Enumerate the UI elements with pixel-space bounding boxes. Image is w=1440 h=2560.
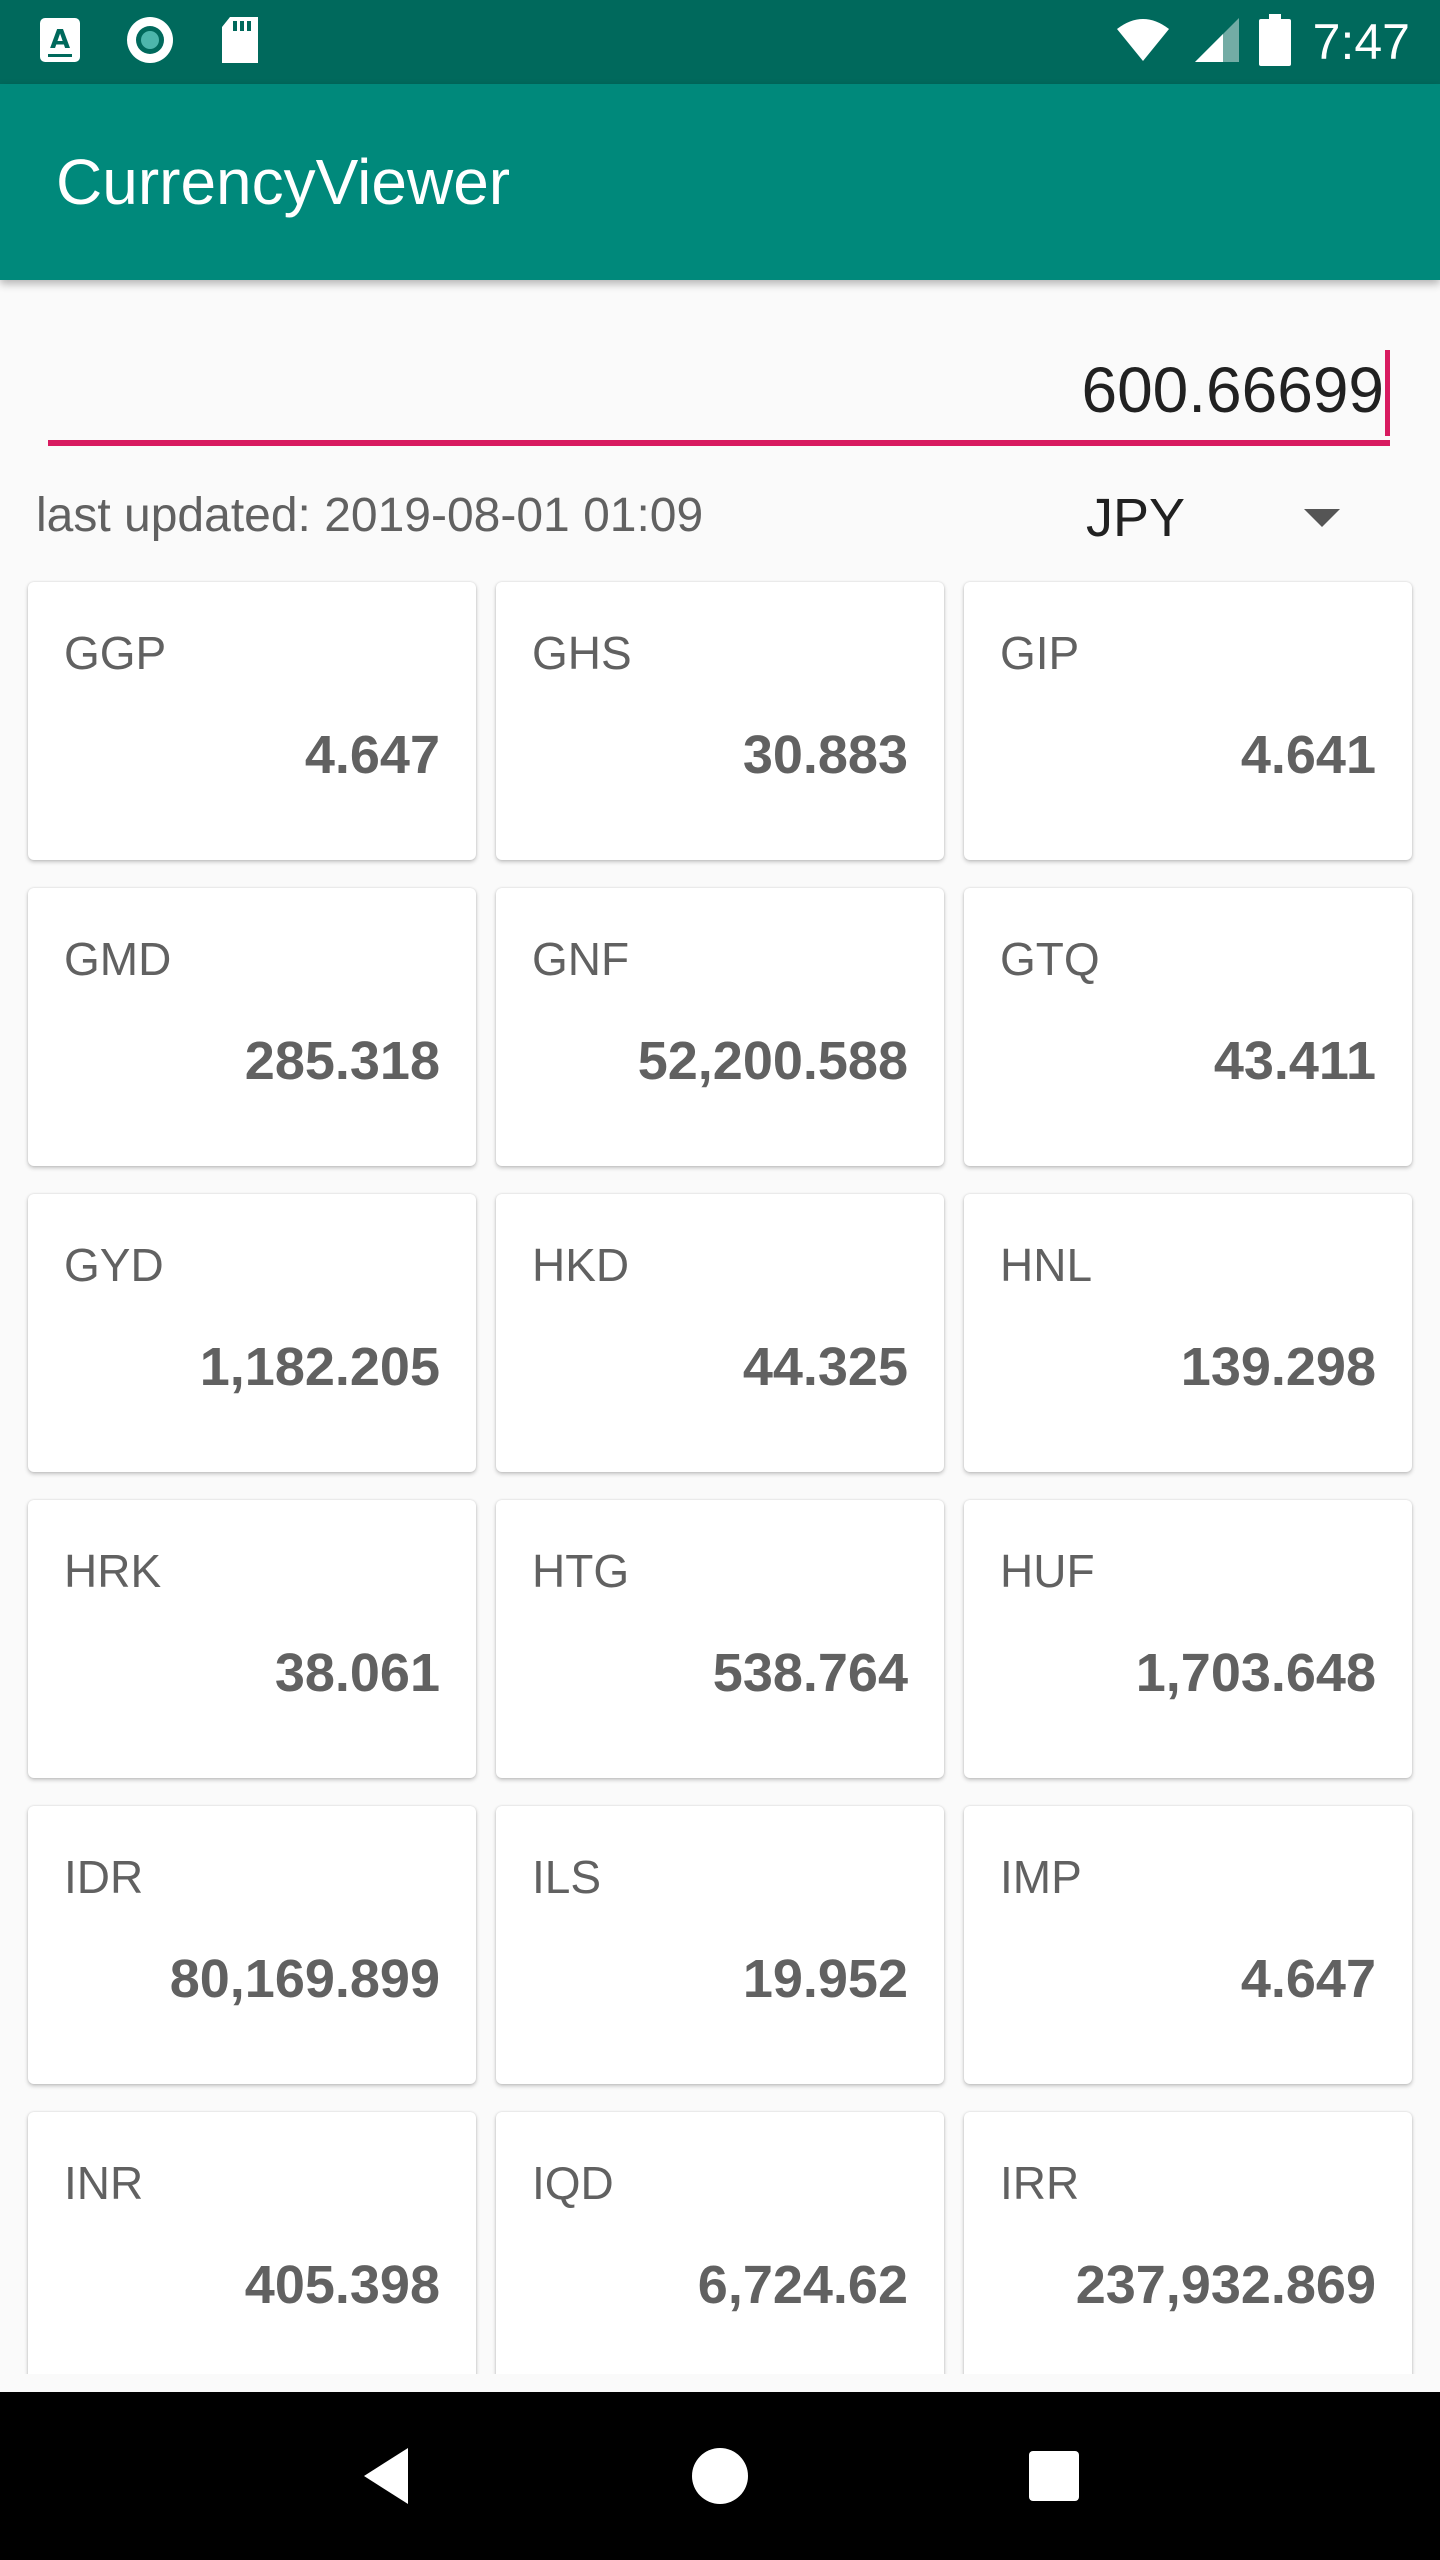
status-bar: A	[0, 0, 1440, 84]
text-cursor	[1385, 350, 1390, 436]
rate-card[interactable]: IMP 4.647	[964, 1806, 1412, 2084]
status-time: 7:47	[1312, 14, 1410, 70]
home-icon[interactable]	[670, 2426, 770, 2526]
converted-value: 1,182.205	[199, 1337, 440, 1397]
converted-value: 1,703.648	[1135, 1643, 1376, 1703]
currency-code: HTG	[532, 1545, 630, 1597]
currency-code: GNF	[532, 933, 630, 985]
rate-card[interactable]: HTG 538.764	[496, 1500, 944, 1778]
rate-card[interactable]: INR 405.398	[28, 2112, 476, 2390]
converted-value: 43.411	[1213, 1031, 1376, 1091]
battery-icon	[1258, 13, 1291, 71]
wifi-icon	[1115, 17, 1171, 68]
navigation-bar	[0, 2392, 1440, 2560]
converted-value: 44.325	[742, 1337, 908, 1397]
converted-value: 285.318	[244, 1031, 440, 1091]
converted-value: 80,169.899	[169, 1949, 440, 2009]
currency-dropdown[interactable]: JPY	[1070, 470, 1370, 566]
currency-code: GIP	[1000, 627, 1080, 679]
currency-code: IMP	[1000, 1851, 1082, 1903]
rate-card[interactable]: HRK 38.061	[28, 1500, 476, 1778]
status-bar-right: 7:47	[1097, 13, 1410, 71]
rate-card[interactable]: IDR 80,169.899	[28, 1806, 476, 2084]
converted-value: 237,932.869	[1075, 2255, 1376, 2315]
rate-card[interactable]: GMD 285.318	[28, 888, 476, 1166]
status-bar-left: A	[38, 14, 304, 71]
back-icon[interactable]	[336, 2426, 436, 2526]
selected-currency: JPY	[1086, 488, 1186, 548]
currency-code: GHS	[532, 627, 632, 679]
rate-card[interactable]: IRR 237,932.869	[964, 2112, 1412, 2390]
currency-code: ILS	[532, 1851, 602, 1903]
amount-input[interactable]	[48, 340, 1390, 446]
converted-value: 38.061	[274, 1643, 440, 1703]
rate-card[interactable]: GGP 4.647	[28, 582, 476, 860]
rate-card[interactable]: GYD 1,182.205	[28, 1194, 476, 1472]
app-title: CurrencyViewer	[56, 146, 511, 218]
rate-card[interactable]: HKD 44.325	[496, 1194, 944, 1472]
rate-card[interactable]: GTQ 43.411	[964, 888, 1412, 1166]
svg-text:A: A	[50, 25, 70, 55]
sd-card-icon	[218, 15, 262, 70]
currency-code: HNL	[1000, 1239, 1093, 1291]
currency-code: GMD	[64, 933, 172, 985]
rate-card[interactable]: GNF 52,200.588	[496, 888, 944, 1166]
app-store-icon: A	[38, 16, 82, 69]
currency-code: INR	[64, 2157, 144, 2209]
rate-card[interactable]: IQD 6,724.62	[496, 2112, 944, 2390]
last-updated-label: last updated: 2019-08-01 01:09	[36, 489, 704, 542]
converted-value: 139.298	[1180, 1337, 1376, 1397]
converted-value: 52,200.588	[637, 1031, 908, 1091]
converted-value: 4.647	[304, 725, 440, 785]
rate-card[interactable]: ILS 19.952	[496, 1806, 944, 2084]
currency-code: GGP	[64, 627, 167, 679]
currency-code: HKD	[532, 1239, 630, 1291]
currency-code: HRK	[64, 1545, 162, 1597]
converted-value: 4.647	[1240, 1949, 1376, 2009]
converted-value: 538.764	[712, 1643, 908, 1703]
currency-code: GTQ	[1000, 933, 1100, 985]
converted-value: 19.952	[742, 1949, 908, 2009]
app-bar: CurrencyViewer	[0, 84, 1440, 280]
rate-card[interactable]: GHS 30.883	[496, 582, 944, 860]
dropdown-arrow-icon	[1304, 509, 1340, 527]
rate-card[interactable]: HUF 1,703.648	[964, 1500, 1412, 1778]
converted-value: 6,724.62	[697, 2255, 908, 2315]
converted-value: 405.398	[244, 2255, 440, 2315]
converted-value: 4.641	[1240, 725, 1376, 785]
recents-icon[interactable]	[1004, 2426, 1104, 2526]
converted-value: 30.883	[742, 725, 908, 785]
rate-card[interactable]: HNL 139.298	[964, 1194, 1412, 1472]
cellular-signal-icon	[1189, 16, 1241, 69]
sync-circle-icon	[124, 14, 176, 71]
currency-code: IQD	[532, 2157, 614, 2209]
rate-card[interactable]: GIP 4.641	[964, 582, 1412, 860]
scroll-clip-edge	[0, 2374, 1440, 2392]
rates-grid: GGP 4.647 GHS 30.883 GIP 4.641 GMD 285.318 G…	[28, 582, 1412, 2390]
currency-code: GYD	[64, 1239, 164, 1291]
currency-code: IDR	[64, 1851, 144, 1903]
currency-code: IRR	[1000, 2157, 1080, 2209]
currency-code: HUF	[1000, 1545, 1095, 1597]
